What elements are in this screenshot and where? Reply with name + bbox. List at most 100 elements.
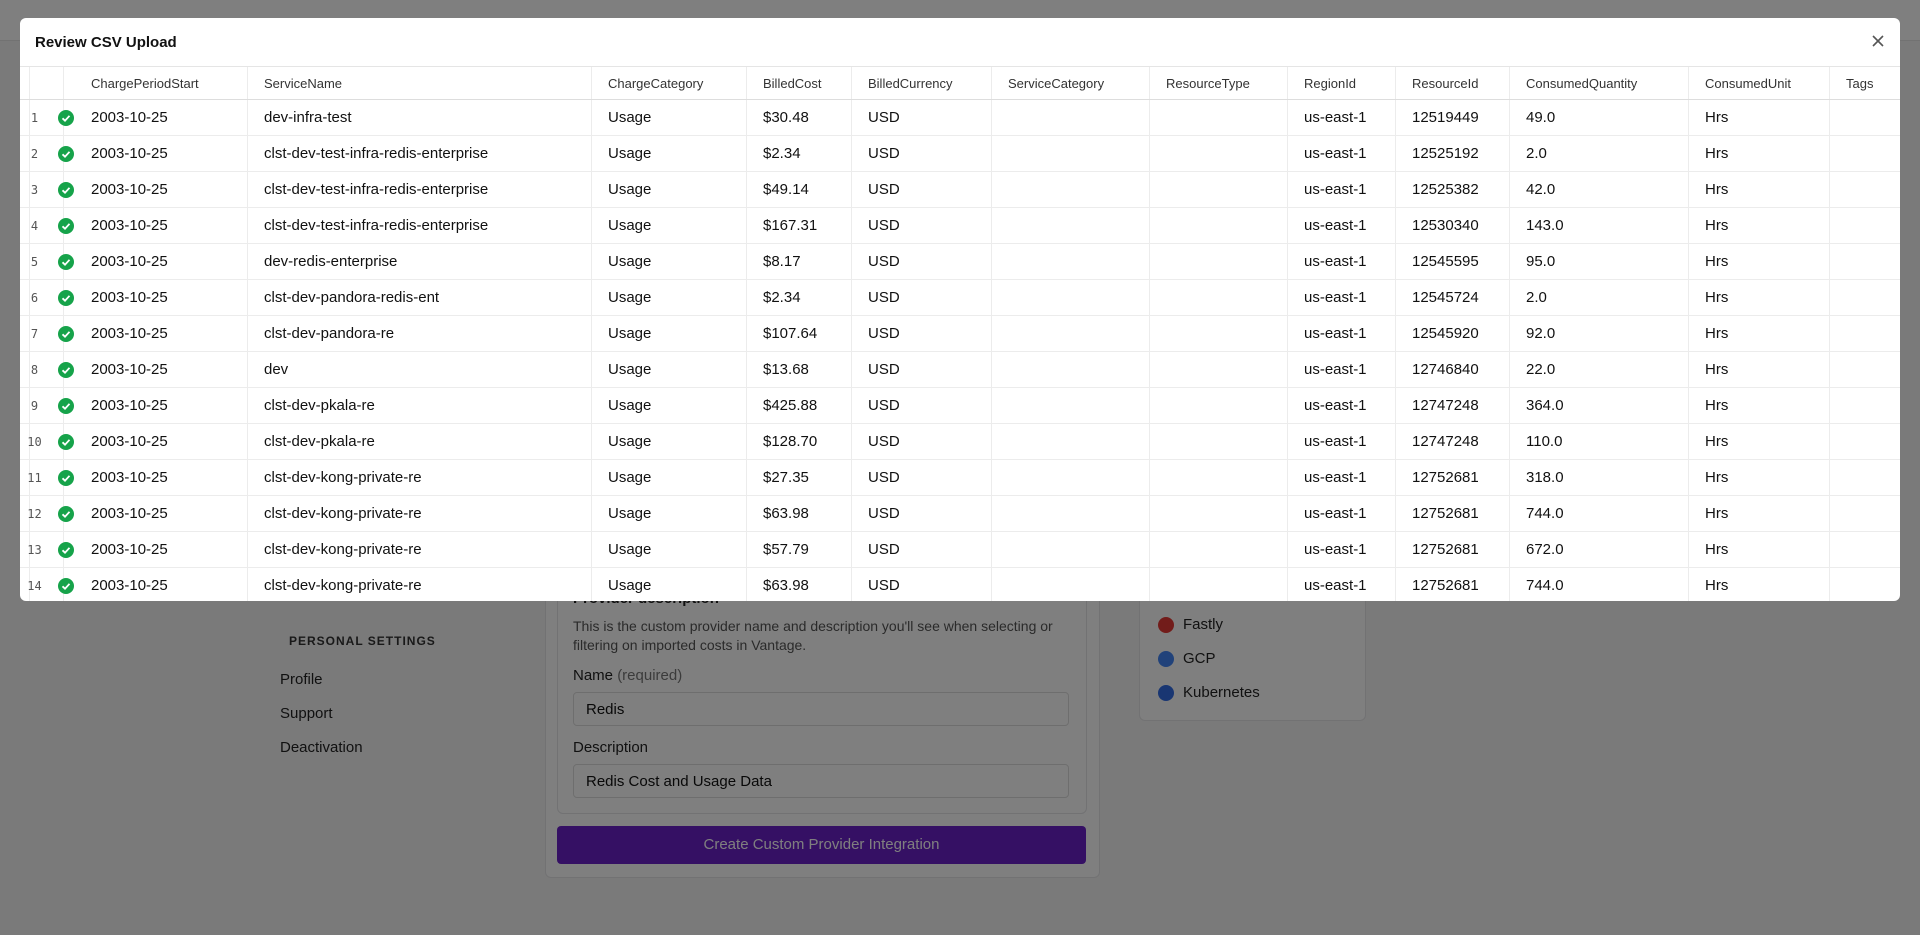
column-divider <box>991 67 992 601</box>
table-cell: 12752681 <box>1412 577 1479 594</box>
table-cell: clst-dev-kong-private-re <box>264 505 422 522</box>
table-cell: Hrs <box>1705 217 1729 234</box>
table-cell: us-east-1 <box>1304 577 1367 594</box>
table-cell: 12525382 <box>1412 181 1479 198</box>
table-cell: 364.0 <box>1526 397 1564 414</box>
row-number: 2 <box>30 147 39 161</box>
modal-title: Review CSV Upload <box>35 34 177 51</box>
table-cell: 2003-10-25 <box>91 505 168 522</box>
column-divider <box>1149 67 1150 601</box>
table-cell: $30.48 <box>763 109 809 126</box>
table-cell: Usage <box>608 361 652 378</box>
status-icon <box>58 326 74 342</box>
table-cell: USD <box>868 433 900 450</box>
table-cell: USD <box>868 145 900 162</box>
data-table: ChargePeriodStart ServiceName ChargeCatego… <box>20 66 1900 601</box>
table-cell: Usage <box>608 289 652 306</box>
row-number: 6 <box>30 291 39 305</box>
table-cell: USD <box>868 541 900 558</box>
table-cell: Hrs <box>1705 289 1729 306</box>
status-icon <box>58 182 74 198</box>
table-cell: USD <box>868 253 900 270</box>
table-cell: $128.70 <box>763 433 818 450</box>
row-divider <box>20 351 1900 352</box>
table-cell: 49.0 <box>1526 109 1556 126</box>
table-cell: clst-dev-kong-private-re <box>264 577 422 594</box>
table-cell: clst-dev-test-infra-redis-enterprise <box>264 217 489 234</box>
table-cell: us-east-1 <box>1304 253 1367 270</box>
table-cell: 12545595 <box>1412 253 1479 270</box>
table-cell: Hrs <box>1705 541 1729 558</box>
table-cell: Hrs <box>1705 433 1729 450</box>
status-icon <box>58 218 74 234</box>
header-divider <box>20 99 1900 100</box>
table-cell: clst-dev-test-infra-redis-enterprise <box>264 181 489 198</box>
table-cell: us-east-1 <box>1304 469 1367 486</box>
table-cell: 12545724 <box>1412 289 1479 306</box>
table-cell: 2003-10-25 <box>91 397 168 414</box>
table-cell: 12752681 <box>1412 541 1479 558</box>
table-cell: 143.0 <box>1526 217 1564 234</box>
table-cell: clst-dev-pkala-re <box>264 433 375 450</box>
table-cell: 2003-10-25 <box>91 361 168 378</box>
table-cell: 2003-10-25 <box>91 289 168 306</box>
row-number: 5 <box>30 255 39 269</box>
table-cell: us-east-1 <box>1304 361 1367 378</box>
table-cell: us-east-1 <box>1304 325 1367 342</box>
column-divider <box>1287 67 1288 601</box>
column-header: ConsumedQuantity <box>1526 76 1638 91</box>
row-divider <box>20 171 1900 172</box>
close-button[interactable] <box>1870 33 1886 49</box>
table-cell: USD <box>868 469 900 486</box>
status-icon <box>58 146 74 162</box>
table-cell: 42.0 <box>1526 181 1556 198</box>
table-cell: Hrs <box>1705 505 1729 522</box>
table-cell: $2.34 <box>763 289 801 306</box>
row-divider <box>20 531 1900 532</box>
table-cell: Hrs <box>1705 253 1729 270</box>
table-cell: 744.0 <box>1526 577 1564 594</box>
table-cell: Hrs <box>1705 181 1729 198</box>
table-cell: 110.0 <box>1526 433 1563 450</box>
table-cell: us-east-1 <box>1304 541 1367 558</box>
table-cell: Hrs <box>1705 361 1729 378</box>
column-divider <box>1688 67 1689 601</box>
table-cell: Usage <box>608 505 652 522</box>
table-cell: USD <box>868 361 900 378</box>
row-divider <box>20 207 1900 208</box>
modal: Review CSV Upload ChargePeriodStart Servi… <box>20 18 1900 601</box>
row-number: 8 <box>30 363 39 377</box>
table-cell: 2003-10-25 <box>91 325 168 342</box>
table-cell: 2003-10-25 <box>91 109 168 126</box>
column-divider <box>591 67 592 601</box>
row-divider <box>20 243 1900 244</box>
column-header: BilledCost <box>763 76 822 91</box>
row-divider <box>20 135 1900 136</box>
table-cell: $8.17 <box>763 253 801 270</box>
column-header: ServiceCategory <box>1008 76 1105 91</box>
table-cell: $49.14 <box>763 181 809 198</box>
table-cell: $107.64 <box>763 325 818 342</box>
table-cell: us-east-1 <box>1304 397 1367 414</box>
table-cell: 2003-10-25 <box>91 577 168 594</box>
table-cell: us-east-1 <box>1304 505 1367 522</box>
table-cell: us-east-1 <box>1304 433 1367 450</box>
table-cell: clst-dev-pkala-re <box>264 397 375 414</box>
table-cell: us-east-1 <box>1304 217 1367 234</box>
row-number: 13 <box>27 543 42 557</box>
table-cell: dev-redis-enterprise <box>264 253 398 270</box>
table-cell: 12747248 <box>1412 397 1479 414</box>
table-cell: dev <box>264 361 289 378</box>
row-number: 9 <box>30 399 39 413</box>
table-cell: 2003-10-25 <box>91 433 168 450</box>
column-header: BilledCurrency <box>868 76 953 91</box>
table-cell: 12525192 <box>1412 145 1479 162</box>
column-divider <box>1395 67 1396 601</box>
table-cell: 12519449 <box>1412 109 1479 126</box>
table-cell: Usage <box>608 469 652 486</box>
table-cell: Usage <box>608 217 652 234</box>
table-cell: us-east-1 <box>1304 289 1367 306</box>
table-cell: 2003-10-25 <box>91 541 168 558</box>
